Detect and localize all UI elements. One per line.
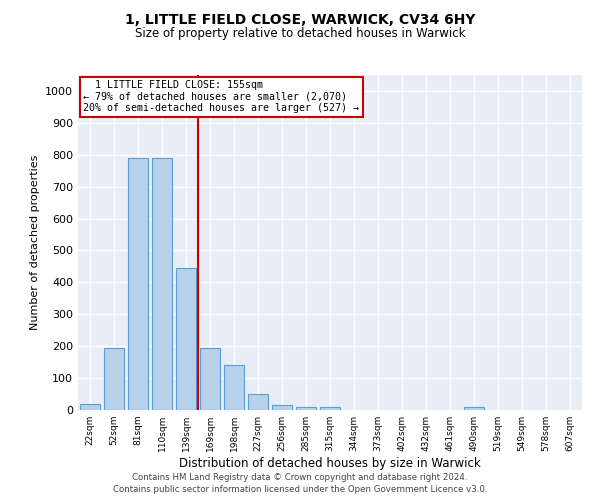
Bar xyxy=(320,407,340,410)
Bar xyxy=(152,158,172,410)
Text: 1, LITTLE FIELD CLOSE, WARWICK, CV34 6HY: 1, LITTLE FIELD CLOSE, WARWICK, CV34 6HY xyxy=(125,12,475,26)
Bar xyxy=(176,268,196,410)
Bar xyxy=(224,366,244,410)
Text: Size of property relative to detached houses in Warwick: Size of property relative to detached ho… xyxy=(135,28,465,40)
Bar xyxy=(272,405,292,410)
Bar xyxy=(296,407,316,410)
Bar xyxy=(248,394,268,410)
Bar xyxy=(80,404,100,410)
Bar xyxy=(464,407,484,410)
Y-axis label: Number of detached properties: Number of detached properties xyxy=(29,155,40,330)
Text: 1 LITTLE FIELD CLOSE: 155sqm
← 79% of detached houses are smaller (2,070)
20% of: 1 LITTLE FIELD CLOSE: 155sqm ← 79% of de… xyxy=(83,80,359,113)
X-axis label: Distribution of detached houses by size in Warwick: Distribution of detached houses by size … xyxy=(179,457,481,470)
Bar xyxy=(128,158,148,410)
Bar xyxy=(104,348,124,410)
Text: Contains HM Land Registry data © Crown copyright and database right 2024.: Contains HM Land Registry data © Crown c… xyxy=(132,472,468,482)
Text: Contains public sector information licensed under the Open Government Licence v3: Contains public sector information licen… xyxy=(113,485,487,494)
Bar xyxy=(200,348,220,410)
